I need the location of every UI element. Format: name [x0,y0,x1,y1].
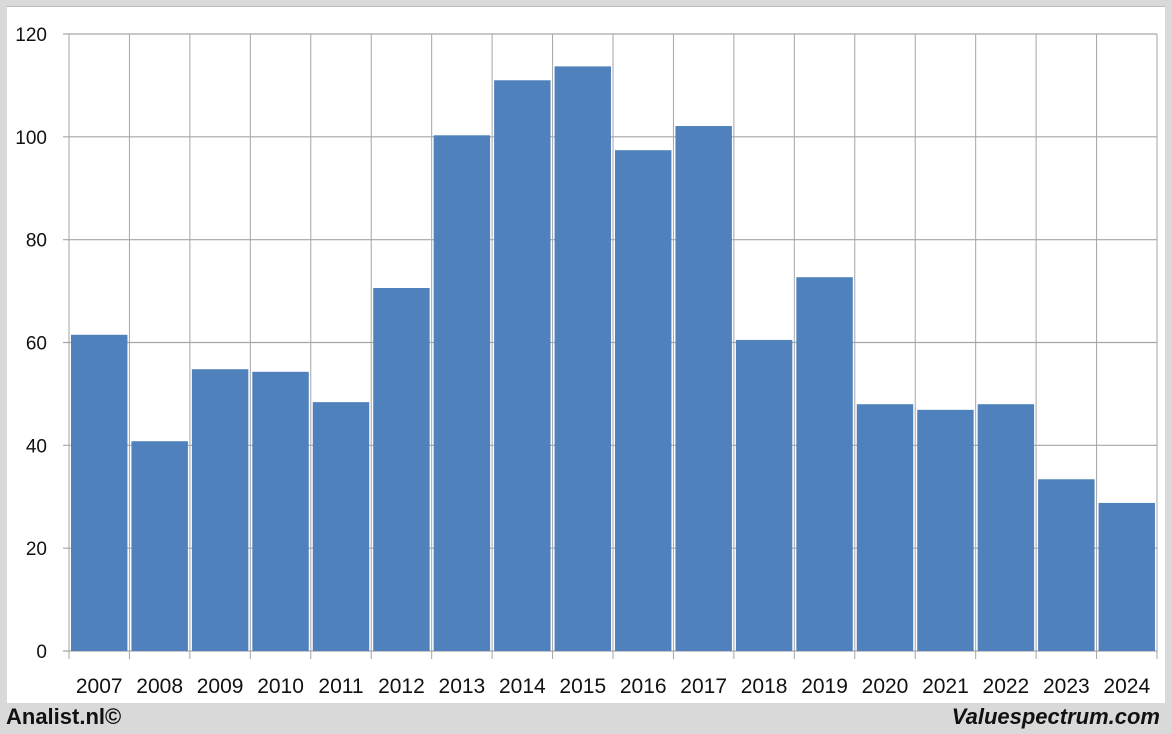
x-tick-label: 2009 [197,675,244,698]
bar-2018 [735,339,793,651]
bar-2015 [554,66,611,651]
x-tick-label: 2024 [1103,675,1150,698]
x-tick-label: 2011 [318,675,363,698]
bar-2013 [433,135,491,651]
y-tick-label: 100 [15,128,47,149]
x-tick-label: 2020 [862,675,909,698]
bar-2019 [796,277,853,651]
y-tick-label: 120 [15,25,47,46]
x-tick-label: 2015 [559,675,606,698]
bar-2017 [675,126,732,652]
bar-2012 [373,287,430,651]
y-tick-label: 60 [26,334,47,355]
x-tick-label: 2017 [680,675,727,698]
bar-2022 [977,404,1035,651]
valuespectrum-credit: Valuespectrum.com [951,704,1160,729]
y-tick-label: 0 [36,642,47,663]
y-tick-label: 40 [26,436,47,457]
x-tick-label: 2019 [801,675,848,698]
bar-2021 [917,409,974,651]
bar-2011 [312,402,370,651]
x-tick-label: 2022 [983,675,1030,698]
bar-2024 [1098,502,1155,651]
y-tick-label: 80 [26,231,47,252]
analist-credit: Analist.nl© [6,704,122,729]
x-tick-label: 2021 [922,675,969,698]
bar-2014 [494,80,551,651]
bar-2020 [856,404,914,651]
x-tick-label: 2012 [378,675,425,698]
bar-2023 [1038,479,1095,651]
bar-2007 [71,334,128,651]
x-tick-label: 2008 [136,675,183,698]
bar-2010 [252,371,309,651]
bar-2008 [131,441,188,651]
x-tick-label: 2010 [257,675,304,698]
x-tick-label: 2018 [741,675,788,698]
bar-2016 [615,150,672,651]
x-tick-label: 2014 [499,675,546,698]
x-tick-label: 2023 [1043,675,1090,698]
x-tick-label: 2016 [620,675,667,698]
x-tick-label: 2013 [439,675,486,698]
bar-2009 [191,369,249,651]
y-tick-label: 20 [26,539,47,560]
x-tick-label: 2007 [76,675,123,698]
